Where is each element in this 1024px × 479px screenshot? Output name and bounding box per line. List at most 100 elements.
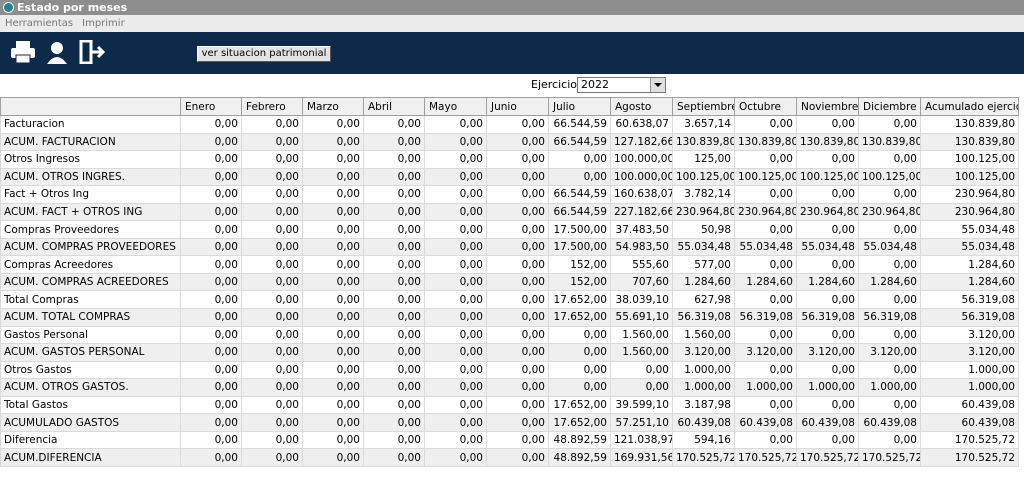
menu-item[interactable]: Herramientas [5,18,74,29]
cell: 0,00 [363,290,425,310]
cell: 1.000,00 [920,360,1019,380]
cell: 0,00 [734,255,797,274]
cell: 170.525,72 [734,448,797,467]
cell: 0,00 [241,202,303,222]
cell: 0,00 [548,325,611,345]
cell: 0,00 [796,255,859,274]
row-label: Total Compras [0,290,181,310]
cell: 56.319,08 [858,308,921,327]
cell: 0,00 [363,395,425,415]
cell: 1.000,00 [920,378,1019,397]
cell: 577,00 [672,255,735,274]
cell: 0,00 [424,272,487,292]
table-row: Otros Gastos 0,00 0,00 0,00 0,00 0,00 0,00 0,00… [0,360,1019,380]
cell: 0,00 [363,378,425,397]
cell: 0,00 [548,343,611,362]
dropdown-arrow[interactable] [650,78,665,92]
cell: 0,00 [486,132,549,152]
cell: 1.284,60 [672,272,735,292]
cell: 0,00 [302,167,364,187]
year-select[interactable]: 2022 [577,77,666,93]
cell: 0,00 [858,290,921,310]
cell: 0,00 [548,150,611,169]
cell: 50,98 [672,220,735,239]
cell: 100.000,00 [610,150,673,169]
cell: 0,00 [180,360,242,380]
cell: 160.638,07 [610,185,673,204]
cell: 0,00 [424,430,487,450]
cell: 0,00 [241,430,303,450]
cell: 0,00 [424,220,487,239]
cell: 170.525,72 [796,448,859,467]
cell: 0,00 [363,343,425,362]
cell: 0,00 [796,395,859,415]
cell: 1.000,00 [672,360,735,380]
cell: 230.964,80 [672,202,735,222]
cell: 0,00 [180,115,242,134]
data-table: Enero Febrero Marzo Abril Mayo Junio Julio Agos… [0,97,1019,467]
cell: 0,00 [796,220,859,239]
cell: 230.964,80 [920,185,1019,204]
table-row: Compras Acreedores 0,00 0,00 0,00 0,00 0,00 0,… [0,255,1019,274]
cell: 555,60 [610,255,673,274]
cell: 54.983,50 [610,237,673,257]
cell: 0,00 [302,290,364,310]
cell: 100.125,00 [672,167,735,187]
cell: 0,00 [241,115,303,134]
cell: 0,00 [302,378,364,397]
row-label: Facturacion [0,115,181,134]
row-label: Gastos Personal [0,325,181,345]
table-row: Total Gastos 0,00 0,00 0,00 0,00 0,00 0,00 17.6… [0,395,1019,415]
cell: 66.544,59 [548,202,611,222]
cell: 230.964,80 [858,202,921,222]
cell: 0,00 [241,237,303,257]
cell: 55.034,48 [672,237,735,257]
cell: 0,00 [302,185,364,204]
cell: 1.560,00 [610,343,673,362]
cell: 0,00 [302,132,364,152]
cell: 100.000,00 [610,167,673,187]
table-row: Compras Proveedores 0,00 0,00 0,00 0,00 0,00 0… [0,220,1019,239]
header-row: Enero Febrero Marzo Abril Mayo Junio Julio Agos… [0,97,1019,116]
header-cell: Marzo [302,97,364,116]
cell: 0,00 [302,448,364,467]
cell: 60.439,08 [920,413,1019,432]
cell: 0,00 [302,202,364,222]
table-row: ACUMULADO GASTOS 0,00 0,00 0,00 0,00 0,00 0,00… [0,413,1019,432]
cell: 0,00 [858,430,921,450]
cell: 0,00 [486,220,549,239]
cell: 0,00 [302,430,364,450]
cell: 0,00 [241,413,303,432]
exit-icon[interactable] [79,40,105,64]
header-cell: Mayo [424,97,487,116]
user-icon[interactable] [45,40,69,64]
table-row: ACUM. COMPRAS PROVEEDORES 0,00 0,00 0,00 0,0… [0,237,1019,257]
cell: 0,00 [486,115,549,134]
cell: 0,00 [486,430,549,450]
cell: 170.525,72 [920,448,1019,467]
cell: 0,00 [424,413,487,432]
table-row: ACUM. GASTOS PERSONAL 0,00 0,00 0,00 0,00 0,0… [0,343,1019,362]
print-icon[interactable] [10,40,36,64]
cell: 0,00 [363,150,425,169]
cell: 17.500,00 [548,237,611,257]
cell: 0,00 [363,255,425,274]
cell: 56.319,08 [734,308,797,327]
cell: 37.483,50 [610,220,673,239]
cell: 0,00 [424,255,487,274]
cell: 0,00 [363,413,425,432]
cell: 0,00 [548,167,611,187]
header-cell: Acumulado ejercicio [920,97,1019,116]
select-value: 2022 [581,78,609,91]
menu-item[interactable]: Imprimir [82,18,125,29]
cell: 0,00 [363,325,425,345]
table-row: ACUM. TOTAL COMPRAS 0,00 0,00 0,00 0,00 0,00 0… [0,308,1019,327]
cell: 0,00 [486,167,549,187]
cell: 0,00 [180,413,242,432]
cell: 0,00 [241,132,303,152]
button[interactable]: ver situacion patrimonial [197,46,331,62]
cell: 3.657,14 [672,115,735,134]
cell: 0,00 [796,290,859,310]
filter-label: Ejercicio: [531,78,581,91]
cell: 0,00 [363,220,425,239]
